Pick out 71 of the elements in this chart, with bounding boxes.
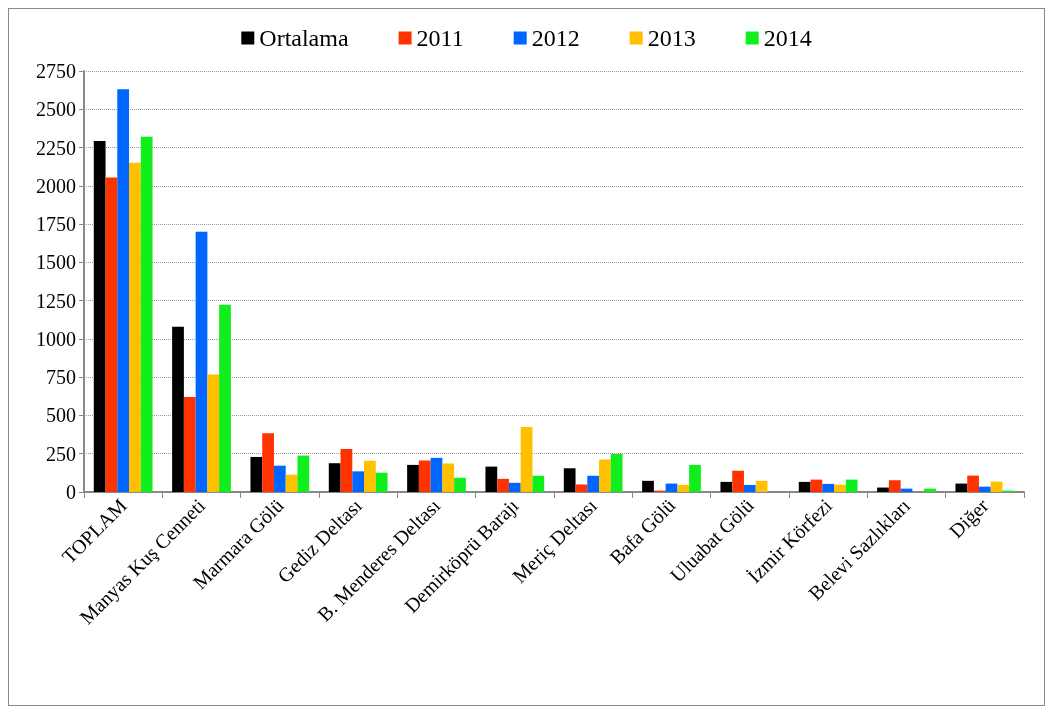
bar	[454, 477, 466, 492]
bar	[575, 484, 588, 492]
bar	[172, 326, 184, 492]
bar	[93, 140, 106, 492]
bar	[978, 486, 991, 492]
bar	[532, 475, 545, 492]
bar	[877, 487, 889, 492]
bar	[599, 459, 611, 492]
bar	[845, 479, 858, 492]
bar	[117, 89, 130, 492]
legend-label: 2013	[647, 25, 696, 51]
y-tick-label: 2250	[36, 136, 76, 159]
legend-label: Ortalama	[259, 25, 349, 51]
y-tick-label: 2000	[36, 174, 76, 197]
y-tick-label: 1500	[36, 251, 76, 274]
bar	[888, 480, 901, 492]
bar	[430, 457, 443, 492]
bar	[924, 488, 936, 492]
y-tick-label: 1000	[36, 327, 76, 350]
bar	[485, 466, 498, 492]
bar	[340, 448, 353, 492]
legend-label: 2011	[416, 25, 464, 51]
y-tick-label: 750	[46, 366, 76, 389]
bar	[364, 460, 376, 492]
legend-label: 2012	[531, 25, 580, 51]
bar	[262, 433, 274, 492]
y-tick-label: 2750	[36, 60, 76, 82]
bar	[677, 484, 690, 492]
bar	[755, 480, 768, 492]
bar	[418, 460, 431, 492]
bar	[834, 484, 846, 492]
bar	[297, 455, 310, 492]
y-tick-label: 1250	[36, 289, 76, 312]
y-tick-label: 1750	[36, 213, 76, 236]
bar	[195, 231, 208, 492]
bar	[563, 468, 576, 492]
bar	[689, 464, 701, 492]
bar	[520, 426, 533, 492]
bar	[798, 481, 811, 492]
bar	[990, 481, 1003, 492]
legend-label: 2014	[763, 25, 812, 51]
bar	[822, 483, 835, 492]
bar	[642, 480, 654, 492]
bar	[955, 483, 968, 492]
bar	[105, 177, 118, 492]
bar	[407, 464, 419, 492]
bar	[442, 463, 455, 492]
bar	[140, 136, 153, 492]
bar	[219, 304, 231, 492]
y-tick-label: 250	[46, 442, 76, 465]
y-tick-label: 500	[46, 404, 76, 427]
bar	[967, 475, 979, 492]
bar	[273, 465, 286, 492]
bar	[207, 374, 220, 492]
bar	[328, 463, 341, 492]
bar	[732, 470, 744, 492]
bar	[610, 454, 623, 492]
bar	[250, 456, 263, 492]
bar	[497, 478, 509, 492]
bar	[743, 484, 756, 492]
bar	[352, 471, 365, 492]
bar	[810, 479, 823, 492]
bar	[587, 475, 600, 492]
bar	[375, 472, 388, 492]
bar	[508, 482, 521, 492]
bar	[720, 481, 733, 492]
bar	[129, 162, 141, 492]
bar	[183, 396, 196, 492]
bar	[285, 474, 298, 492]
y-tick-label: 0	[66, 481, 76, 503]
y-tick-label: 2500	[36, 98, 76, 121]
